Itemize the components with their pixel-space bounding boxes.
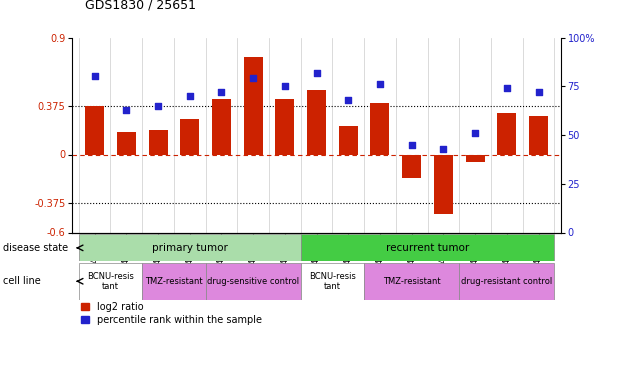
Point	[534, 89, 544, 95]
Text: primary tumor: primary tumor	[152, 243, 227, 253]
Text: drug-resistant control: drug-resistant control	[461, 277, 553, 286]
Point	[185, 93, 195, 99]
Bar	[79, 234, 301, 261]
Point	[501, 85, 512, 91]
Bar	[275, 99, 294, 154]
Point	[375, 81, 385, 87]
Point	[280, 83, 290, 89]
Point	[406, 142, 416, 148]
Point	[122, 106, 132, 112]
Bar	[307, 90, 326, 154]
Legend: log2 ratio, percentile rank within the sample: log2 ratio, percentile rank within the s…	[77, 298, 266, 329]
Point	[89, 74, 100, 80]
Text: disease state: disease state	[3, 243, 68, 253]
Bar	[402, 154, 421, 178]
Point	[470, 130, 480, 136]
Point	[438, 146, 449, 152]
Point	[248, 75, 258, 81]
Bar	[79, 262, 142, 300]
Text: TMZ-resistant: TMZ-resistant	[145, 277, 203, 286]
Point	[343, 97, 353, 103]
Bar	[85, 106, 104, 154]
Point	[217, 89, 227, 95]
Text: recurrent tumor: recurrent tumor	[386, 243, 469, 253]
Bar	[529, 116, 548, 154]
Text: BCNU-resis
tant: BCNU-resis tant	[87, 272, 134, 291]
Bar	[301, 234, 554, 261]
Bar	[364, 262, 459, 300]
Bar	[370, 102, 389, 154]
Bar	[117, 132, 136, 154]
Bar	[244, 57, 263, 154]
Text: BCNU-resis
tant: BCNU-resis tant	[309, 272, 356, 291]
Bar	[142, 262, 205, 300]
Point	[153, 103, 163, 109]
Bar	[339, 126, 358, 154]
Text: GDS1830 / 25651: GDS1830 / 25651	[85, 0, 196, 11]
Bar	[459, 262, 554, 300]
Bar	[466, 154, 484, 162]
Bar	[497, 113, 517, 154]
Bar	[434, 154, 453, 214]
Bar	[301, 262, 364, 300]
Bar	[180, 119, 199, 154]
Point	[312, 70, 322, 76]
Bar	[149, 130, 168, 154]
Text: drug-sensitive control: drug-sensitive control	[207, 277, 299, 286]
Bar	[205, 262, 301, 300]
Text: TMZ-resistant: TMZ-resistant	[383, 277, 440, 286]
Bar	[212, 99, 231, 154]
Text: cell line: cell line	[3, 276, 41, 286]
